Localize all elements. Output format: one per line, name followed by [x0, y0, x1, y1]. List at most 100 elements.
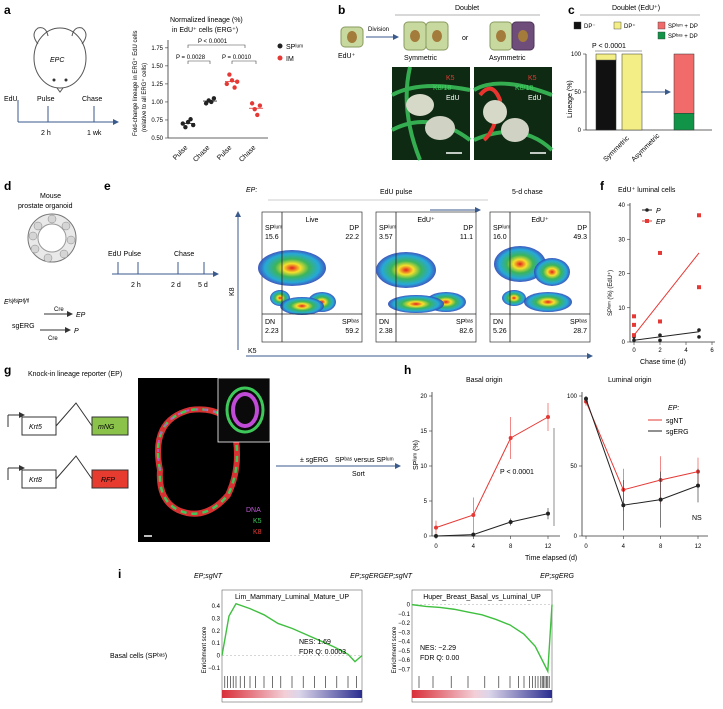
a-data-point	[229, 78, 235, 83]
flow-q-dp-value: 11.1	[460, 234, 473, 241]
panel-f: f EdU⁺ luminal cells SPˡᵘᵐ (%) (EdU⁺) 0 1…	[600, 179, 715, 366]
chart-c-xcat-2: Asymmetric	[630, 132, 661, 163]
legend-h-title: EP:	[668, 405, 679, 412]
a-xtick-label: Chase	[238, 144, 257, 163]
panel-label-a: a	[4, 3, 11, 17]
h-xtick-label: 8	[659, 544, 663, 550]
flow-density-blob	[502, 290, 526, 306]
f-data-point	[697, 285, 701, 290]
flow-q-dn-value: 2.38	[379, 328, 393, 335]
a-data-point	[180, 121, 185, 126]
chart-h-ticks: 0 5 10 15 20 0 4 8 12 0 50 100 0 4 8 12	[420, 394, 702, 550]
flow-q-spbas-label: SPᵇᵃˢ	[456, 319, 474, 326]
f-xtick-label: 0	[632, 348, 636, 354]
a-data-point	[183, 124, 188, 130]
a-data-point	[249, 101, 255, 106]
h-data-point	[508, 436, 513, 440]
chart-a-xticks: Pulse Chase Pulse Chase	[172, 144, 257, 163]
flow-density-blob	[534, 258, 570, 286]
gsea-ytick-label: 0	[407, 603, 411, 609]
chart-a-ylabel2: (relative to all ERG⁺ cells)	[141, 63, 148, 132]
a-data-point	[188, 117, 193, 122]
gsea-nes: NES: 1.69	[299, 639, 331, 646]
chart-f-title: EdU⁺ luminal cells	[618, 187, 676, 194]
gsea-plot-2: EP;sgNT EP;sgERG Huper_Breast_Basal_vs_Lum…	[384, 573, 575, 703]
chart-f-legend: P EP	[642, 208, 666, 226]
a-data-point	[191, 122, 196, 128]
f-fit-line	[633, 252, 700, 336]
gsea-fdr: FDR Q: 0.00	[420, 655, 459, 662]
a-ytick-label: 1.50	[151, 64, 163, 70]
g-stain-k5: K5	[253, 518, 262, 525]
f-data-point	[658, 250, 662, 255]
ep-label: EP	[76, 312, 86, 319]
gsea-ytick-label: −0.6	[398, 658, 411, 664]
h-data-point	[434, 525, 438, 530]
h-xtick-label: 4	[472, 544, 476, 550]
chart-a-pval-2: P = 0.0028	[176, 55, 206, 61]
h-ytick-label: 5	[424, 499, 428, 505]
h-series-line	[435, 513, 549, 537]
a-data-point	[257, 103, 263, 108]
flow-q-dn-label: DN	[265, 319, 275, 326]
flow-q-splum-label: SPˡᵘᵐ	[265, 225, 282, 232]
flow-plot-1: Live SPˡᵘᵐ 15.6 DP 22.2 DN 2.23 SPᵇᵃˢ 59.2	[258, 211, 363, 343]
chart-c-bars	[595, 53, 695, 131]
micrograph-symmetric: K5 K8/18 EdU	[391, 66, 472, 161]
c-bar-segment	[621, 53, 643, 131]
a-data-point	[211, 96, 217, 101]
h-data-point	[621, 503, 626, 508]
stain-edu: EdU	[446, 95, 460, 102]
a-data-point	[185, 119, 191, 125]
gsea-right-label: EP;sgERG	[350, 573, 384, 580]
flow-q-dp-label: DP	[463, 225, 473, 232]
h-series-line	[585, 398, 699, 506]
flow-q-spbas-label: SPᵇᵃˢ	[342, 319, 360, 326]
gsea-ytick-label: −0.7	[398, 667, 411, 673]
a-ytick-label: 0.75	[151, 118, 163, 124]
legend-a-splum: SPˡᵘᵐ	[286, 44, 303, 51]
gsea-left-label: EP;sgNT	[194, 573, 223, 580]
gsea-enrichment-curve	[411, 603, 553, 674]
gsea-ytick-label: −0.1	[398, 612, 411, 618]
f-fit-line	[633, 331, 700, 341]
gsea-right-label: EP;sgERG	[540, 573, 574, 580]
chart-a-pval-1: P < 0.0001	[198, 39, 228, 45]
h-ytick-label: 0	[574, 534, 578, 540]
flow-q-dp-value: 49.3	[573, 234, 587, 241]
h-data-point	[508, 520, 513, 524]
gene-mng: mNG	[98, 424, 115, 431]
organoid-edu-pulse: EdU Pulse	[108, 251, 141, 258]
legend-c-dpneg: DP⁻	[584, 24, 596, 30]
flow-q-splum-label: SPˡᵘᵐ	[379, 225, 396, 232]
chart-c-ylabel: Lineage (%)	[567, 80, 574, 118]
flow-q-dn-label: DN	[493, 319, 503, 326]
f-data-point	[697, 335, 701, 339]
f-ytick-label: 40	[618, 203, 625, 209]
h-xtick-label: 12	[545, 544, 552, 550]
legend-c-spbas: SPᵇᵃˢ + DP	[668, 33, 698, 40]
gsea-ytick-label: −0.2	[398, 621, 411, 627]
h-data-point	[471, 513, 476, 517]
gsea-ytick-label: 0.2	[212, 629, 221, 635]
panel-c: c Doublet (EdU⁺) DP⁻ DP⁺ SPˡᵘᵐ + DP SPᵇᵃ…	[567, 3, 712, 163]
gsea-rank-bar	[412, 690, 552, 698]
chart-c-yticks: 0 50 100	[571, 52, 586, 134]
gsea-ytick-label: 0.4	[212, 604, 221, 610]
panel-e: e EdU Pulse Chase 2 h 2 d 5 d EP: EdU pu…	[104, 179, 593, 359]
mouse-label: EPC	[50, 57, 65, 64]
gsea-enrichment-curve	[221, 602, 363, 663]
flow-q-dp-label: DP	[349, 225, 359, 232]
genotype-label: Eˡˢˡ/ˡˢˡPᶠˡ/ᶠˡ	[4, 299, 30, 306]
organoid-5d: 5 d	[198, 282, 208, 289]
h-ytick-label: 15	[420, 429, 427, 435]
chart-h-basal-title: Basal origin	[466, 377, 503, 384]
chart-a-pval-3: P = 0.0010	[222, 55, 252, 61]
a-data-point	[235, 79, 240, 84]
pulse-chase-timeline: EdU Pulse Chase 2 h 1 wk	[4, 96, 119, 137]
gsea-left-label: EP;sgNT	[384, 573, 413, 580]
flow-xlabel: K5	[248, 348, 257, 355]
g-stain-k8: K8	[253, 529, 262, 536]
panel-label-d: d	[4, 179, 11, 193]
h-xtick-label: 8	[509, 544, 513, 550]
